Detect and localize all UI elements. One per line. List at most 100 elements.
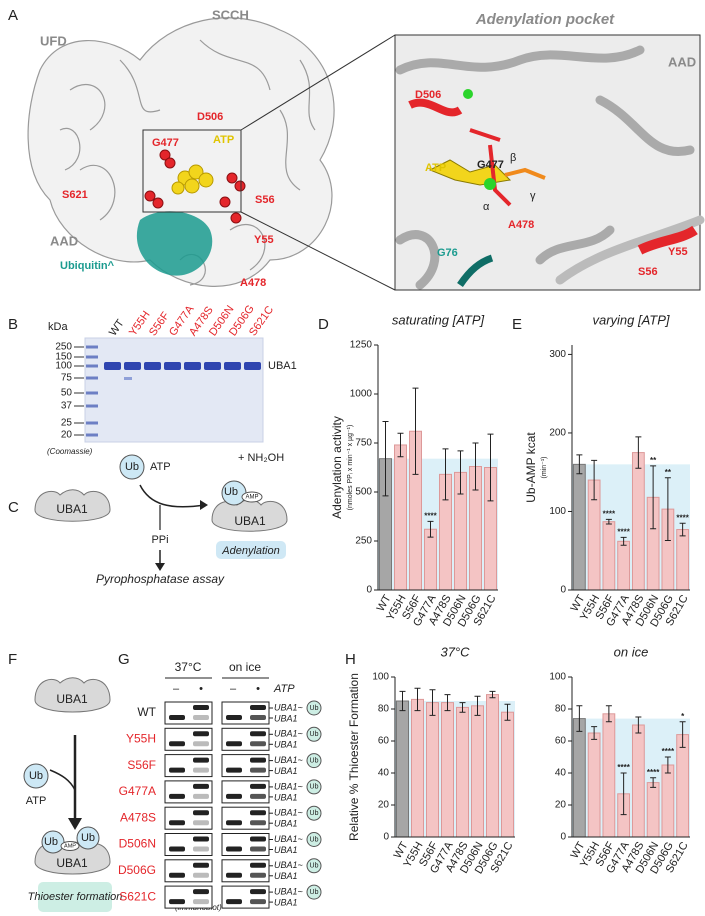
band — [169, 899, 185, 905]
error-bar — [650, 465, 657, 530]
bar — [676, 529, 690, 591]
bar — [471, 705, 484, 838]
band — [193, 862, 209, 868]
node-label: UBA1 — [56, 856, 88, 870]
atp-plus: • — [199, 683, 203, 695]
residue-label: Y55 — [668, 246, 688, 258]
panel-label: C — [8, 499, 19, 516]
node-label: UBA1 — [234, 514, 266, 528]
residue-label: Y55 — [254, 234, 274, 246]
error-bar — [414, 687, 421, 712]
significance: **** — [647, 768, 660, 777]
band — [193, 889, 209, 895]
band — [250, 705, 266, 710]
band-label: UBA1~ — [274, 781, 303, 791]
row-label: A478S — [120, 810, 156, 824]
band-label: Ub — [310, 705, 319, 712]
band — [226, 767, 242, 773]
significance: **** — [617, 763, 630, 772]
y-tick-label: 200 — [549, 428, 566, 439]
residue-label: S621 — [62, 189, 88, 201]
node-label: UBA1 — [56, 692, 88, 706]
thioester-scheme: UBA1 Ub ATP UBA1 Ub AMP Ub Thioester for… — [23, 677, 122, 912]
domain-label: UFD — [40, 33, 67, 48]
residue-label: D506 — [415, 89, 441, 101]
marker-label: 25 — [61, 418, 73, 429]
band — [250, 783, 266, 789]
bar — [396, 700, 409, 838]
bar — [411, 698, 424, 838]
band — [226, 872, 242, 878]
row-label: Y55H — [126, 731, 156, 745]
ub-circle — [306, 726, 322, 742]
y-tick-label: 20 — [555, 800, 567, 811]
ub-circle — [306, 805, 322, 821]
band-label: Ub — [310, 784, 319, 791]
panel-label: G — [118, 651, 130, 668]
residue-label: D506 — [197, 111, 223, 123]
band — [193, 820, 209, 826]
y-tick-label: 40 — [555, 768, 567, 779]
error-bar — [576, 454, 583, 475]
node-label: Ub — [224, 486, 238, 498]
band — [169, 820, 185, 826]
y-tick-label: 40 — [378, 768, 390, 779]
atp-label: ATP — [273, 683, 295, 695]
error-bar — [504, 703, 511, 721]
error-bar — [442, 448, 449, 501]
band — [193, 783, 209, 789]
band-label: UBA1 — [274, 845, 298, 855]
panel-label: F — [8, 651, 17, 668]
zoom-box — [142, 129, 242, 213]
error-bar — [444, 694, 451, 712]
error-bar — [635, 436, 642, 469]
significance: **** — [617, 527, 630, 536]
y-tick-label: 100 — [372, 672, 389, 683]
band — [193, 872, 209, 878]
y-tick-label: 80 — [378, 704, 390, 715]
error-bar — [459, 702, 466, 713]
significance: ** — [665, 468, 672, 477]
ub-circle — [306, 884, 322, 900]
bar — [602, 521, 616, 591]
band — [193, 846, 209, 852]
error-bar — [397, 432, 404, 458]
residue-label: A478 — [508, 219, 534, 231]
d506-ribbon — [408, 98, 463, 117]
protein-band — [184, 362, 201, 370]
band-label: UBA1 — [274, 819, 298, 829]
band-label: UBA1 — [274, 740, 298, 750]
arrow — [49, 769, 76, 791]
error-bar — [474, 695, 481, 716]
residue-label: G477 — [477, 159, 504, 171]
band — [193, 705, 209, 710]
band-label: Ub — [310, 757, 319, 764]
structure-panel: UFD SCCH AAD G477 D506 ATP S621 S56 Y55 … — [27, 7, 705, 291]
label-box — [38, 882, 112, 912]
error-bar — [457, 450, 464, 495]
assay-label: Pyrophosphatase assay — [96, 572, 225, 586]
residue-stick — [469, 128, 512, 207]
y-tick-label: 500 — [355, 487, 372, 498]
band — [250, 862, 266, 868]
row-label: S621C — [119, 889, 156, 903]
y-axis-label: Ub-AMP kcat — [524, 432, 538, 503]
band — [250, 836, 266, 842]
ub-circle — [306, 858, 322, 874]
error-bar — [664, 477, 671, 542]
band — [169, 846, 185, 852]
bar — [486, 694, 499, 838]
panel-label: E — [512, 316, 522, 333]
band-label: UBA1 — [274, 792, 298, 802]
uba1-shape — [34, 489, 111, 522]
row-label: G477A — [119, 784, 156, 798]
y-tick-label: 0 — [383, 832, 389, 843]
amp-shape — [241, 491, 263, 503]
error-bar — [576, 705, 583, 732]
marker-band — [86, 364, 98, 368]
error-bar — [412, 387, 419, 475]
protein-band — [244, 362, 261, 370]
step-label: Adenylation — [221, 545, 280, 557]
